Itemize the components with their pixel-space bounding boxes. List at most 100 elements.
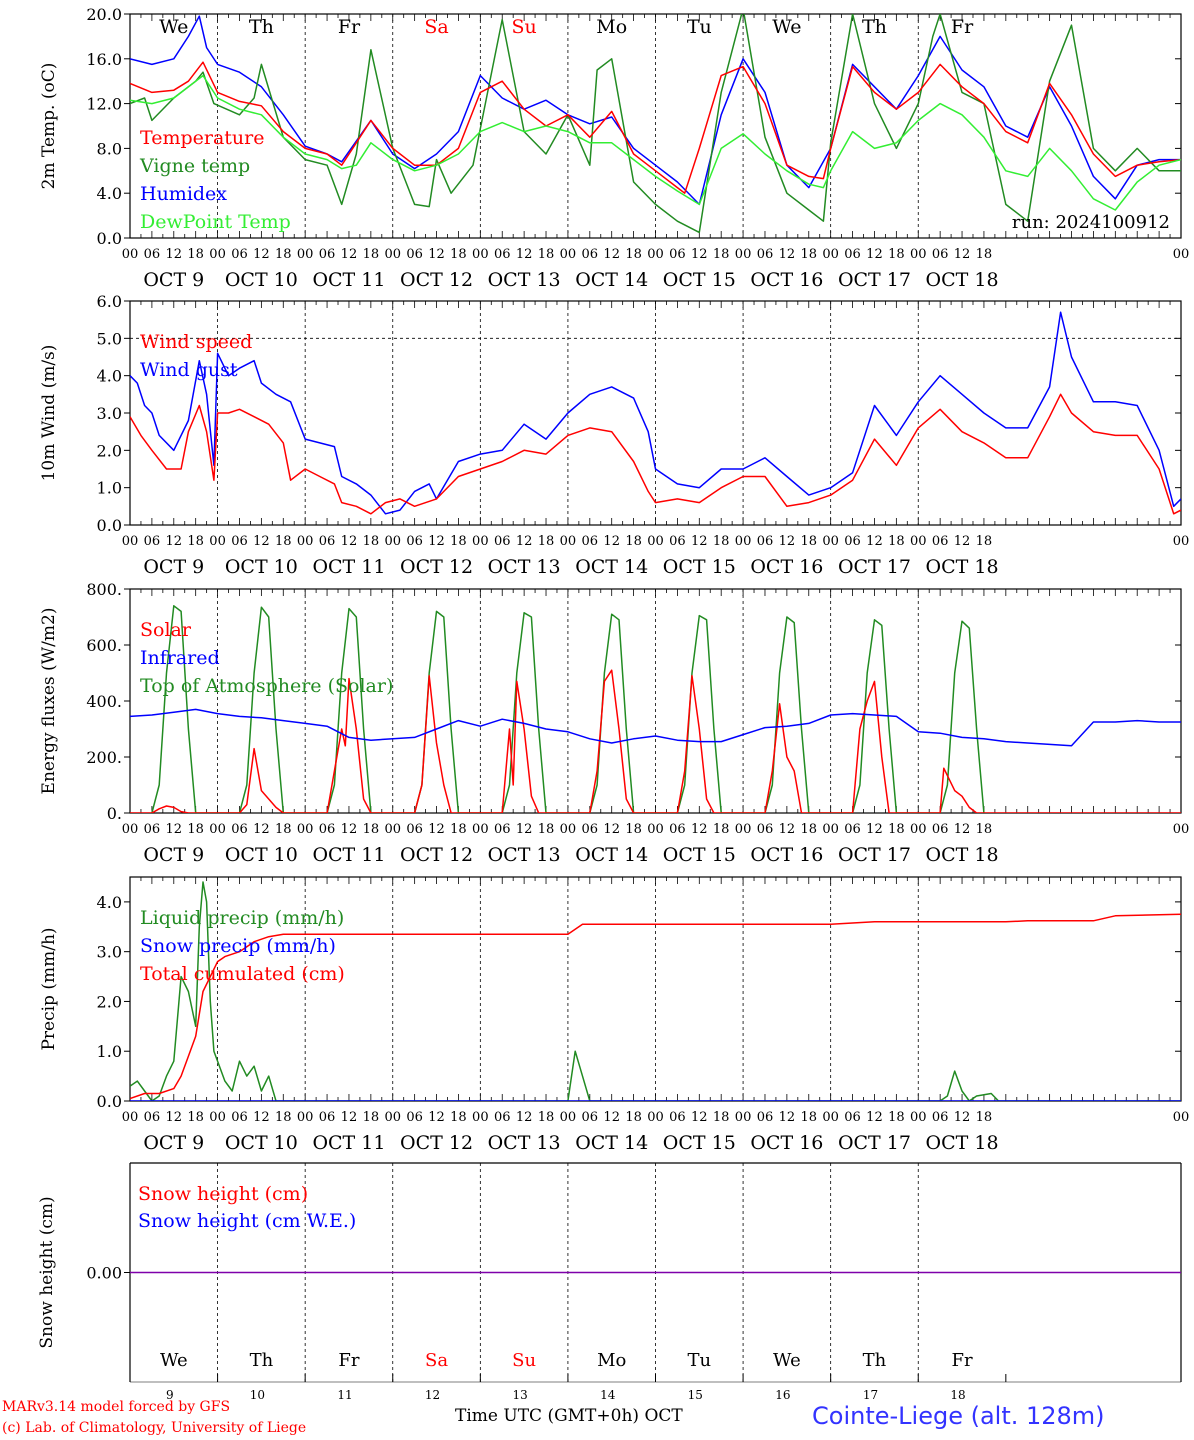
hour-tick-label: 18 [363,822,380,837]
y-tick-label: 8.0 [97,139,122,158]
day-label: Sa [424,16,448,38]
date-label: OCT 12 [400,844,473,866]
hour-tick-label: 06 [932,534,949,549]
y-tick-label: 600. [86,636,122,655]
hour-tick-label: 00 [472,247,489,262]
hour-tick-label: 12 [428,247,445,262]
hour-tick-label: 12 [428,534,445,549]
x-axis-title: Time UTC (GMT+0h) OCT [455,1406,683,1426]
hour-tick-label: 12 [253,534,270,549]
date-label: OCT 15 [663,556,736,578]
date-label: OCT 15 [663,1132,736,1154]
hour-tick-label: 12 [428,822,445,837]
hour-tick-label: 00 [122,822,139,837]
hour-tick-label: 00 [647,822,664,837]
y-tick-label: 20.0 [86,5,122,24]
hour-tick-label: 12 [691,247,708,262]
day-number: 9 [166,1388,174,1402]
date-label: OCT 16 [750,1132,823,1154]
day-number: 14 [600,1388,616,1402]
series-line-total-cumulated-cm [130,913,1181,1100]
hour-tick-label: 06 [669,822,686,837]
y-tick-label: 800. [86,580,122,599]
hour-tick-label: 18 [976,822,993,837]
hour-tick-label: 00 [122,534,139,549]
series-line-infrared [130,708,1181,747]
date-label: OCT 14 [575,556,648,578]
hour-tick-label: 06 [231,247,248,262]
y-tick-label: 2.0 [97,992,122,1011]
y-axis-label: Snow height (cm) [37,1196,57,1348]
y-axis-label: Precip (mm/h) [39,927,59,1050]
hour-tick-label: 00 [1173,822,1190,837]
date-label: OCT 13 [488,556,561,578]
hour-tick-label: 00 [1173,1110,1190,1125]
hour-tick-label: 18 [713,534,730,549]
hour-tick-label: 00 [735,247,752,262]
hour-tick-label: 00 [735,1110,752,1125]
date-label: OCT 16 [750,844,823,866]
hour-tick-label: 00 [560,822,577,837]
hour-tick-label: 12 [603,822,620,837]
hour-tick-label: 18 [713,1110,730,1125]
hour-tick-label: 00 [560,534,577,549]
y-tick-label: 2.0 [97,441,122,460]
date-label: OCT 13 [488,1132,561,1154]
date-label: OCT 12 [400,269,473,291]
hour-tick-label: 18 [800,247,817,262]
hour-tick-label: 06 [582,247,599,262]
hour-tick-label: 06 [406,534,423,549]
hour-tick-label: 18 [363,534,380,549]
hour-tick-label: 18 [888,822,905,837]
hour-tick-label: 00 [384,534,401,549]
y-tick-label: 400. [86,692,122,711]
hour-tick-label: 12 [866,1110,883,1125]
hour-tick-label: 00 [822,1110,839,1125]
hour-tick-label: 12 [954,1110,971,1125]
date-label: OCT 17 [838,1132,911,1154]
date-label: OCT 10 [225,844,298,866]
hour-tick-label: 18 [363,1110,380,1125]
hour-tick-label: 18 [538,247,555,262]
date-label: OCT 14 [575,1132,648,1154]
y-tick-label: 1.0 [97,1042,122,1061]
y-tick-label: 4.0 [97,893,122,912]
date-label: OCT 9 [143,1132,204,1154]
date-label: OCT 17 [838,844,911,866]
hour-tick-label: 00 [122,1110,139,1125]
hour-tick-label: 18 [450,1110,467,1125]
hour-tick-label: 12 [516,247,533,262]
date-label: OCT 11 [312,269,385,291]
hour-tick-label: 00 [560,1110,577,1125]
day-label: Mo [597,1350,626,1371]
hour-tick-label: 06 [669,534,686,549]
hour-tick-label: 00 [384,1110,401,1125]
hour-tick-label: 00 [1173,247,1190,262]
hour-tick-label: 06 [757,534,774,549]
series-line-wind-speed [130,393,1181,515]
hour-tick-label: 00 [910,247,927,262]
day-number: 11 [337,1388,352,1402]
hour-tick-label: 06 [144,822,161,837]
hour-tick-label: 18 [625,247,642,262]
hour-tick-label: 06 [231,1110,248,1125]
series-line-vigne-temp [130,14,1181,234]
hour-tick-label: 06 [319,534,336,549]
panel-1: 0.0 4.0 8.0 12.0 16.0 20.0 2m Temp. (oC) 00 06 12… [39,5,1189,291]
date-label: OCT 9 [143,556,204,578]
day-number: 12 [425,1388,440,1402]
hour-tick-label: 06 [844,822,861,837]
hour-tick-label: 18 [976,247,993,262]
hour-tick-label: 00 [647,247,664,262]
series-line-liquid-precip-mm-h [130,881,1181,1101]
hour-tick-label: 12 [954,534,971,549]
day-label: Sa [425,1350,448,1371]
hour-tick-label: 12 [516,1110,533,1125]
hour-tick-label: 12 [166,1110,183,1125]
date-label: OCT 13 [488,269,561,291]
hour-tick-label: 12 [779,247,796,262]
hour-tick-label: 00 [735,822,752,837]
y-tick-label: 4.0 [97,184,122,203]
hour-tick-label: 00 [647,534,664,549]
legend-label: Vigne temp [139,155,250,177]
